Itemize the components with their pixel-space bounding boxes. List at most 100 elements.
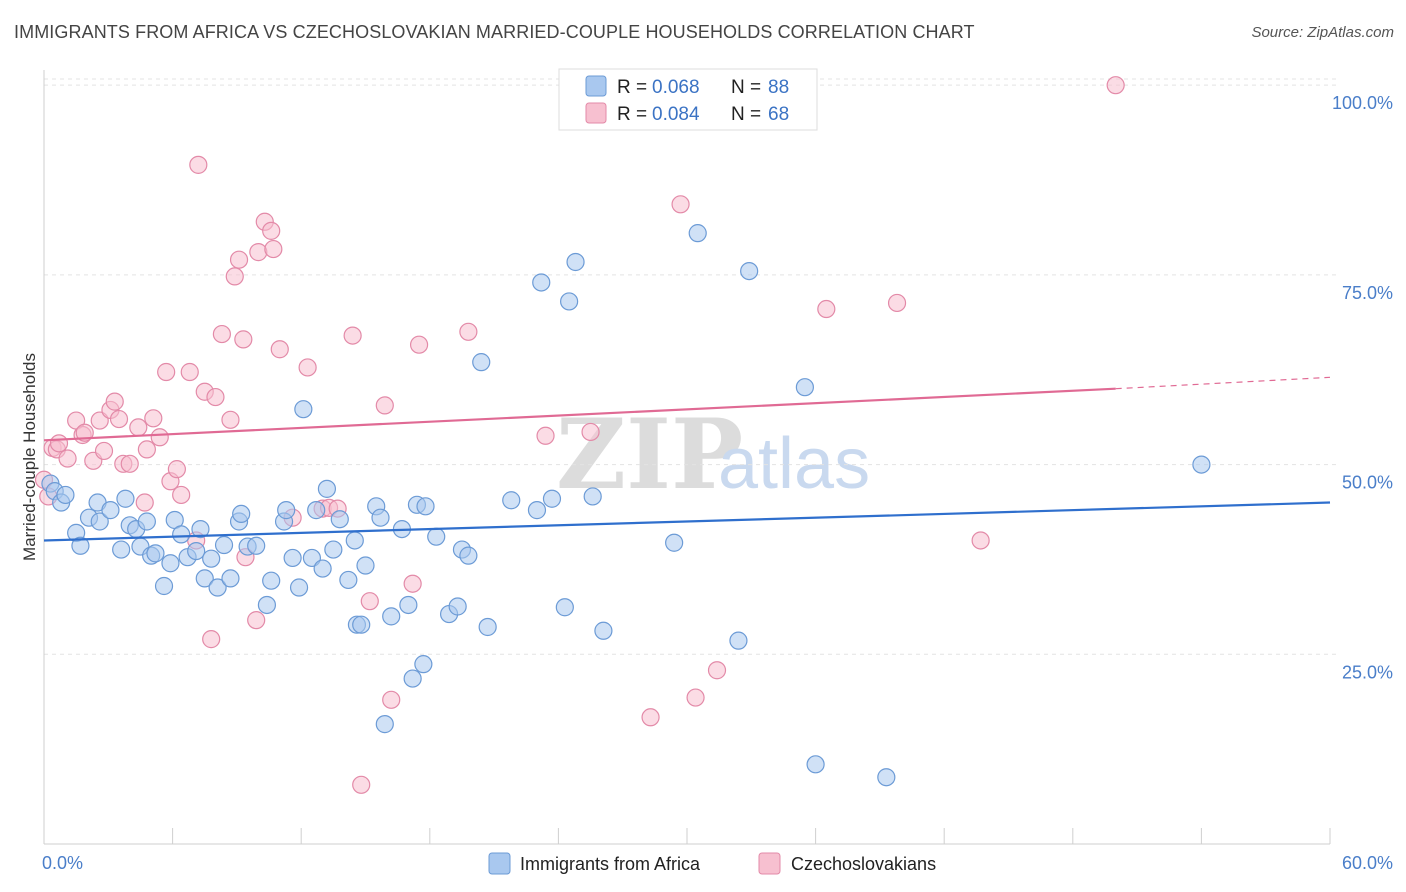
data-point-pink: [264, 239, 283, 259]
legend-r-label-pink: R =: [617, 104, 647, 125]
legend-swatch-pink: [585, 102, 607, 124]
data-point-blue: [555, 598, 574, 617]
data-point-pink: [94, 441, 114, 461]
data-point-pink: [58, 449, 77, 468]
chart-title: IMMIGRANTS FROM AFRICA VS CZECHOSLOVAKIA…: [14, 22, 975, 42]
data-point-blue: [101, 501, 120, 520]
data-point-blue: [257, 595, 277, 615]
data-point-blue: [877, 768, 896, 787]
data-point-blue: [414, 655, 433, 674]
data-point-blue: [560, 292, 579, 311]
data-point-blue: [472, 353, 491, 372]
data-point-pink: [180, 362, 199, 382]
data-point-pink: [225, 267, 244, 286]
y-axis-label: Married-couple Households: [20, 353, 39, 561]
bottom-legend-label-czech: Czechoslovakians: [791, 854, 936, 874]
data-point-pink: [249, 243, 268, 262]
data-point-blue: [542, 489, 562, 508]
trend-line-blue: [43, 501, 1331, 542]
data-point-blue: [583, 487, 602, 506]
data-point-blue: [448, 597, 467, 616]
data-point-pink: [382, 690, 401, 709]
data-point-pink: [221, 410, 240, 429]
data-point-pink: [109, 409, 129, 429]
data-point-pink: [641, 708, 660, 727]
y-tick-label: 100.0%: [1332, 93, 1393, 113]
data-point-blue: [352, 615, 371, 634]
data-point-pink: [403, 574, 422, 593]
data-point-blue: [187, 541, 206, 561]
data-point-blue: [191, 519, 210, 539]
data-point-blue: [806, 755, 825, 774]
data-point-blue: [740, 261, 759, 281]
data-point-blue: [478, 617, 497, 637]
data-point-pink: [971, 531, 990, 550]
y-tick-label: 75.0%: [1342, 283, 1393, 303]
data-point-blue: [154, 576, 174, 596]
data-point-pink: [459, 322, 478, 341]
data-point-pink: [536, 426, 555, 445]
legend-n-label-blue: N =: [731, 77, 761, 98]
data-point-pink: [157, 362, 176, 382]
data-point-blue: [729, 631, 748, 650]
data-point-blue: [172, 525, 191, 544]
data-point-blue: [202, 549, 221, 568]
data-point-blue: [427, 527, 446, 546]
data-point-blue: [112, 540, 131, 559]
data-point-pink: [135, 493, 154, 512]
data-point-pink: [49, 434, 69, 453]
data-point-blue: [1192, 455, 1211, 474]
y-tick-label: 25.0%: [1342, 662, 1393, 682]
data-point-blue: [339, 570, 358, 590]
data-point-pink: [887, 293, 907, 313]
data-point-blue: [247, 536, 266, 555]
data-point-pink: [105, 392, 124, 411]
data-point-pink: [375, 396, 394, 415]
data-point-blue: [313, 559, 332, 578]
data-point-pink: [172, 485, 191, 505]
data-point-blue: [146, 544, 165, 563]
chart-source: Source: ZipAtlas.com: [1251, 24, 1394, 41]
data-point-blue: [317, 479, 337, 498]
data-point-blue: [221, 569, 240, 588]
data-point-blue: [382, 607, 401, 626]
data-point-blue: [566, 252, 585, 272]
data-point-pink: [120, 454, 139, 473]
data-point-blue: [371, 508, 390, 527]
data-point-blue: [416, 497, 435, 516]
data-point-blue: [116, 489, 135, 508]
x-tick-label-max: 60.0%: [1342, 853, 1393, 873]
data-point-pink: [206, 387, 225, 407]
data-point-blue: [195, 569, 214, 588]
data-point-blue: [532, 273, 551, 292]
data-point-pink: [150, 428, 169, 447]
data-point-blue: [294, 400, 313, 419]
legend-n-label-pink: N =: [731, 104, 761, 125]
bottom-legend-swatch-africa: [488, 852, 511, 875]
x-tick-label-min: 0.0%: [42, 853, 83, 873]
data-point-blue: [399, 595, 418, 615]
data-point-blue: [208, 578, 227, 597]
data-point-pink: [298, 358, 317, 377]
data-point-pink: [212, 324, 231, 344]
data-point-blue: [502, 491, 521, 510]
data-point-blue: [356, 556, 375, 575]
data-point-blue: [345, 531, 364, 550]
data-point-blue: [330, 510, 349, 529]
data-point-pink: [129, 418, 148, 437]
data-point-pink: [202, 630, 221, 649]
data-point-pink: [686, 688, 705, 707]
data-point-blue: [375, 715, 394, 734]
data-point-blue: [232, 504, 251, 524]
bottom-legend-swatch-czech: [758, 852, 781, 875]
trend-line-pink: [43, 387, 1116, 442]
data-point-pink: [352, 775, 371, 794]
trend-line-extension-pink: [1115, 376, 1331, 390]
data-point-pink: [137, 440, 156, 459]
data-point-blue: [665, 533, 684, 552]
legend-r-value-pink: 0.084: [652, 104, 700, 125]
data-point-blue: [71, 536, 90, 555]
data-point-pink: [409, 335, 429, 354]
data-point-pink: [189, 155, 208, 174]
